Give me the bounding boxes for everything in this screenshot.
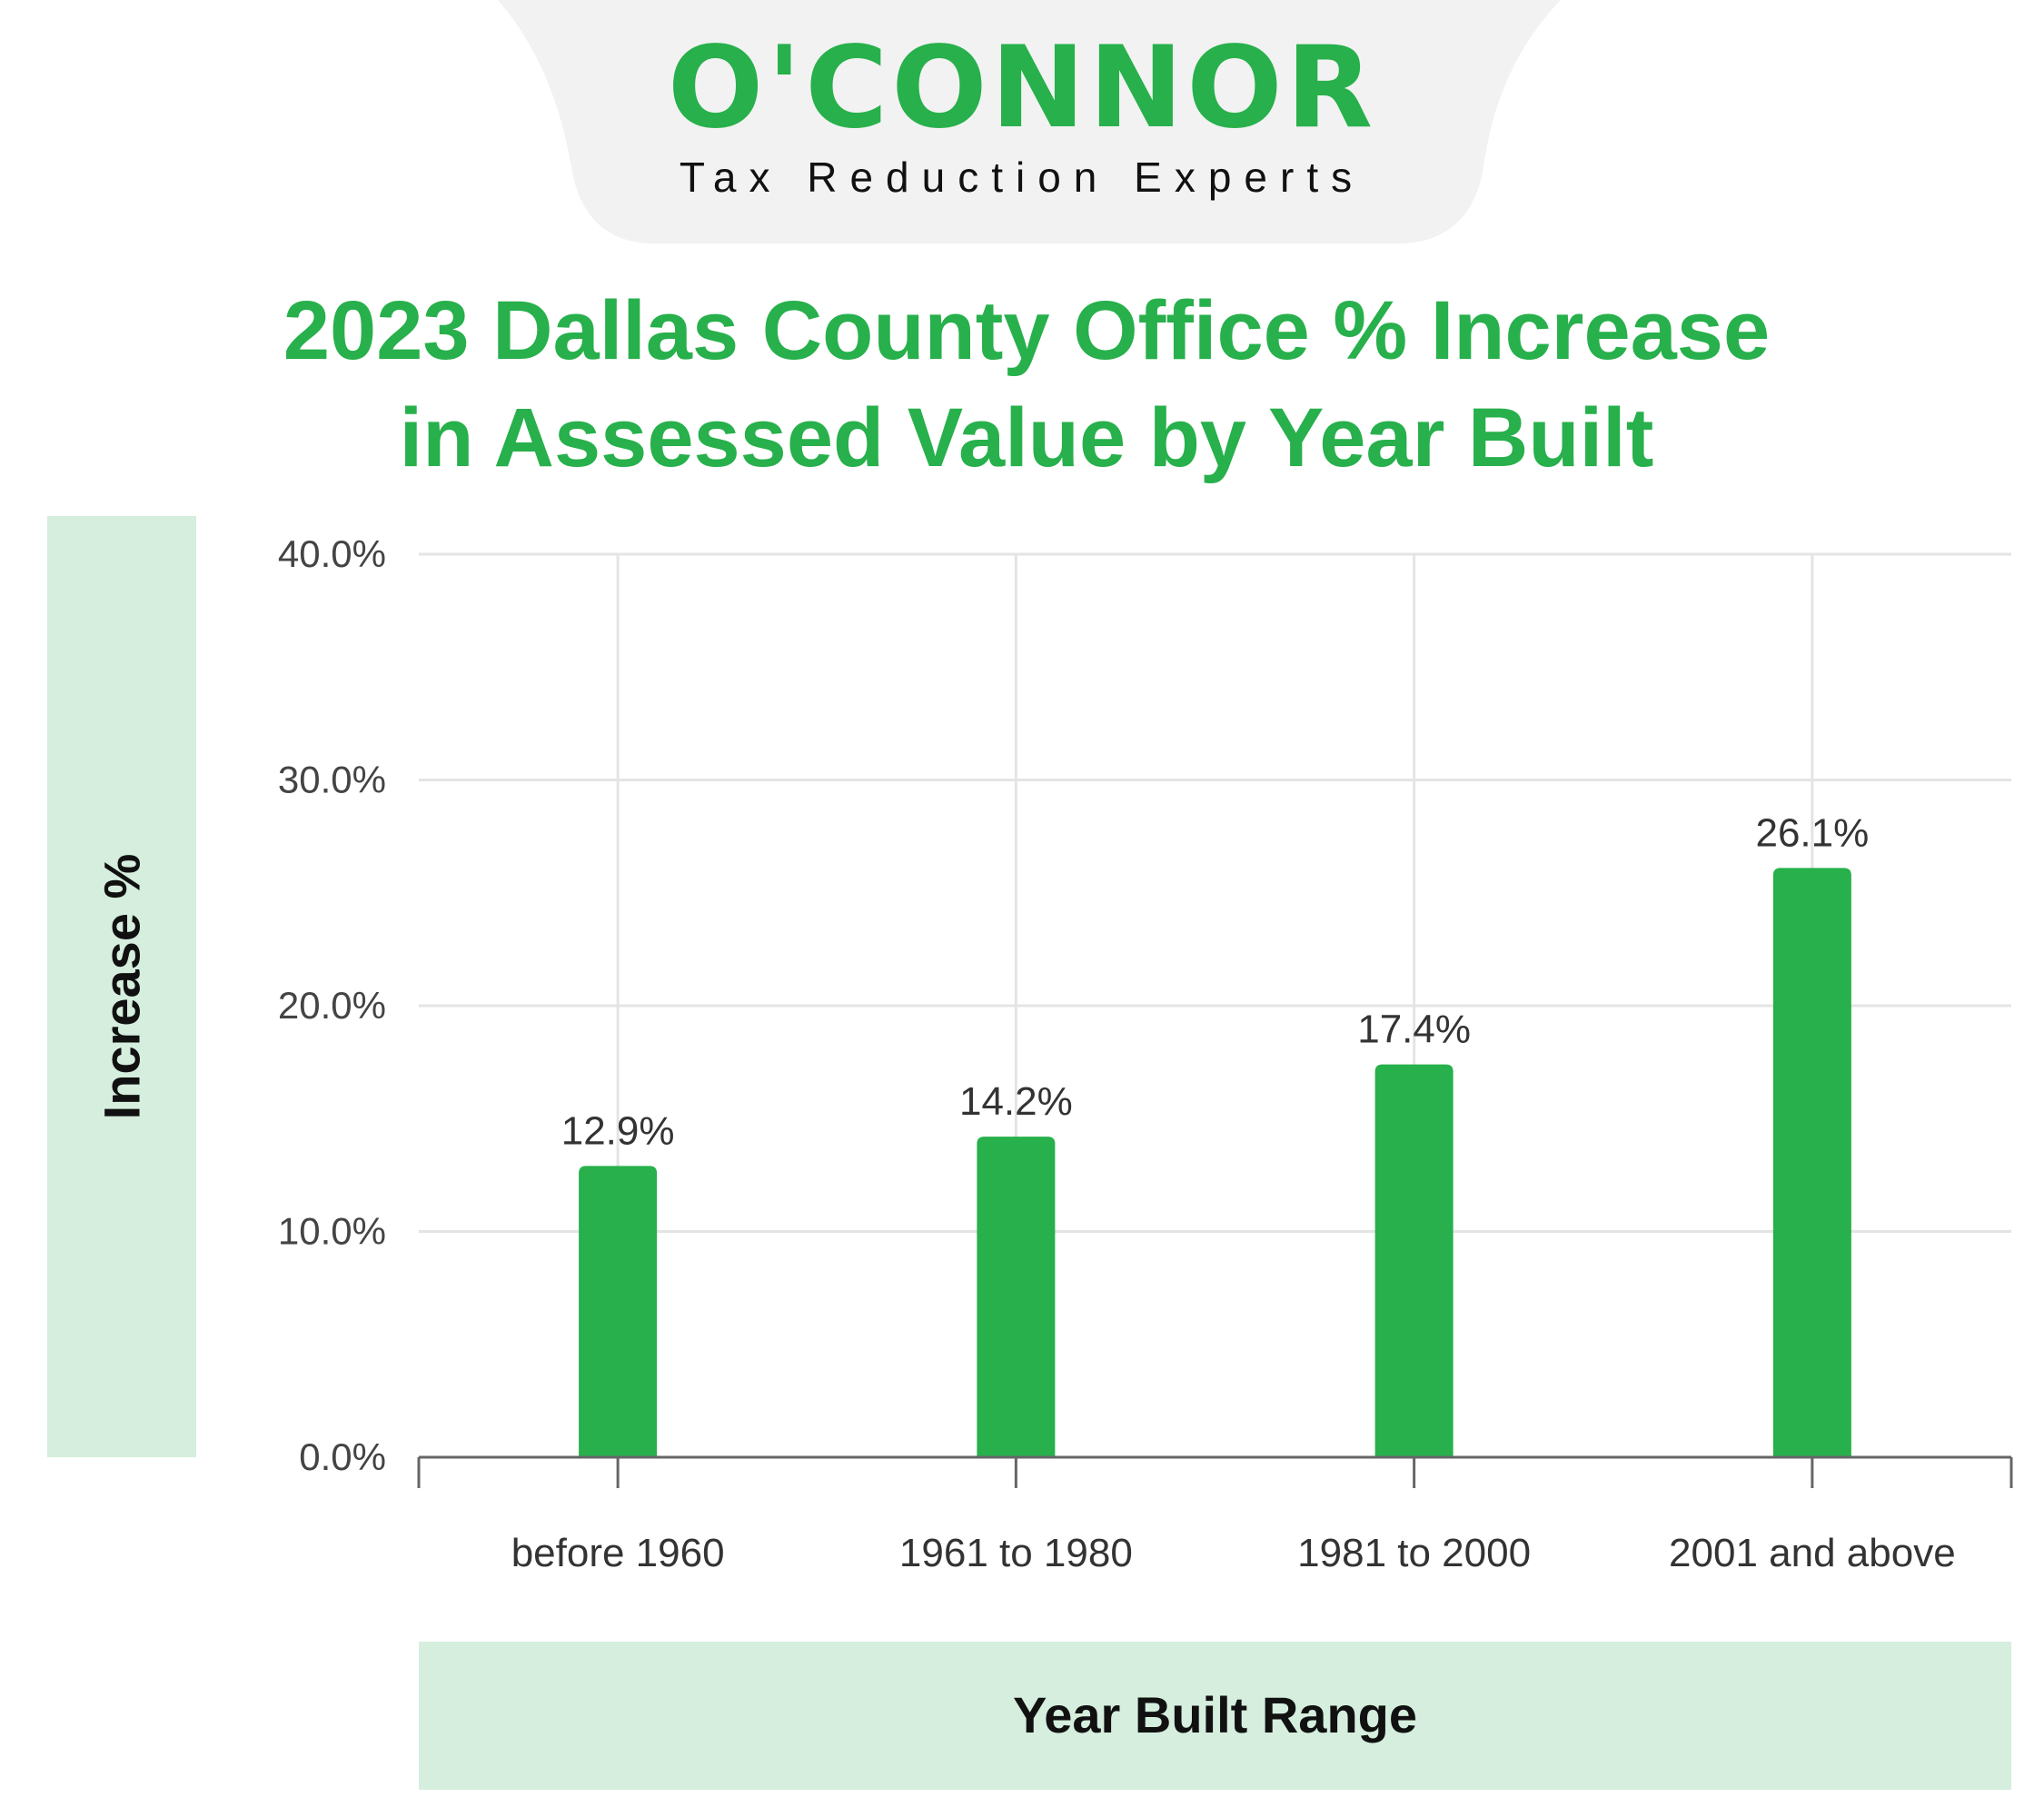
x-tick-label: 1961 to 1980 (899, 1531, 1133, 1575)
brand-logo: O'CONNOR (667, 23, 1377, 154)
y-tick-labels: 0.0% 10.0% 20.0% 30.0% 40.0% (278, 532, 386, 1478)
bar (977, 1137, 1056, 1457)
header-tab (498, 0, 1561, 243)
y-tick-label: 30.0% (278, 759, 386, 801)
bar-value-label: 14.2% (959, 1079, 1073, 1124)
y-axis-panel (47, 516, 196, 1457)
x-axis-panel (419, 1642, 2011, 1790)
bar-value-label: 26.1% (1755, 810, 1869, 855)
chart-title: 2023 Dallas County Office % Increase in … (136, 277, 1917, 491)
bar-value-label: 12.9% (561, 1108, 675, 1153)
bars (579, 868, 1851, 1457)
header-tab-shape (498, 0, 1561, 243)
bar (579, 1166, 658, 1457)
x-tick-label: 2001 and above (1669, 1531, 1956, 1575)
value-labels: 12.9% 14.2% 17.4% 26.1% (561, 810, 1870, 1153)
chart-title-line-2: in Assessed Value by Year Built (399, 392, 1654, 484)
bar (1374, 1064, 1454, 1457)
y-tick-label: 0.0% (299, 1435, 386, 1478)
brand-tagline: Tax Reduction Experts (679, 154, 1365, 201)
y-tick-label: 20.0% (278, 984, 386, 1027)
category-labels: before 1960 1961 to 1980 1981 to 2000 2001 … (511, 1531, 1956, 1575)
y-tick-label: 10.0% (278, 1210, 386, 1253)
chart-title-line-1: 2023 Dallas County Office % Increase (283, 284, 1771, 377)
bar (1772, 868, 1851, 1457)
bar-value-label: 17.4% (1357, 1008, 1471, 1052)
y-tick-label: 40.0% (278, 532, 386, 575)
x-tick-label: 1981 to 2000 (1297, 1531, 1531, 1575)
x-tick-label: before 1960 (511, 1531, 725, 1575)
x-axis (417, 1455, 2013, 1488)
x-axis-label: Year Built Range (1012, 1686, 1418, 1743)
grid-layer (419, 552, 2011, 1457)
